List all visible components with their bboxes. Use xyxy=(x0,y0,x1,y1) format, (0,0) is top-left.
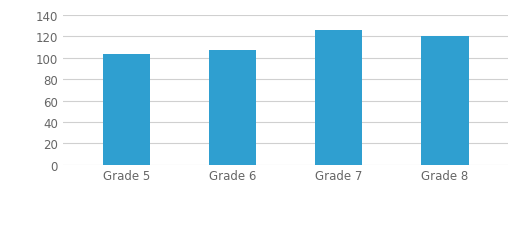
Bar xyxy=(421,37,468,165)
Bar xyxy=(103,54,150,165)
Bar xyxy=(209,51,256,165)
Legend: Grades: Grades xyxy=(246,227,325,229)
Bar xyxy=(315,31,363,165)
